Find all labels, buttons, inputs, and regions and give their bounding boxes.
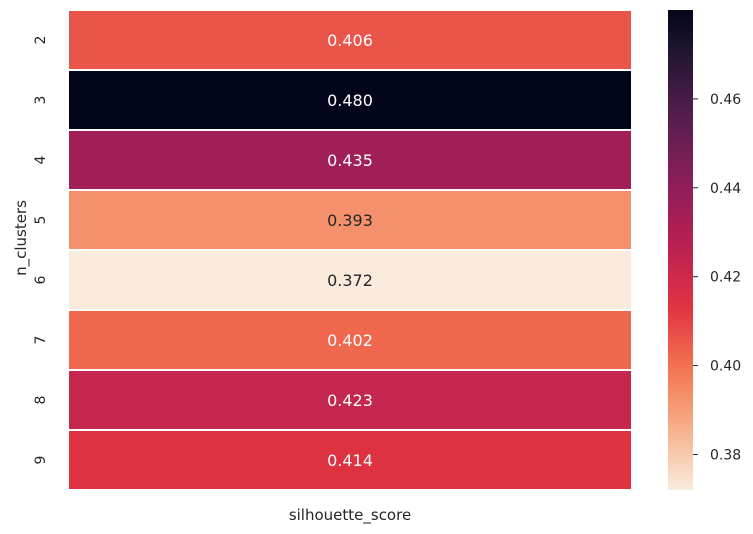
cell-value-label-7: 0.402 <box>327 331 373 350</box>
y-tick-label-4: 4 <box>33 155 49 164</box>
colorbar-tick-label: 0.40 <box>710 359 741 375</box>
y-axis-label: n_clusters <box>12 200 31 276</box>
heatmap-cell-2 <box>67 9 633 71</box>
colorbar <box>668 10 693 490</box>
y-tick-label-3: 3 <box>33 96 49 105</box>
y-tick-label-7: 7 <box>33 336 49 345</box>
heatmap-cell-4 <box>67 129 633 191</box>
cell-value-label-4: 0.435 <box>327 151 373 170</box>
cell-value-label-3: 0.480 <box>327 91 373 110</box>
colorbar-tick-label: 0.38 <box>710 447 741 463</box>
colorbar-tick-label: 0.44 <box>710 181 741 197</box>
colorbar-tick-label: 0.46 <box>710 92 741 108</box>
heatmap-cell-9 <box>67 429 633 491</box>
colorbar-tick-label: 0.42 <box>710 270 741 286</box>
heatmap-cell-7 <box>67 309 633 371</box>
cell-value-label-9: 0.414 <box>327 451 373 470</box>
y-tick-label-9: 9 <box>33 456 49 465</box>
heatmap-cell-labels: 0.406 0.480 0.435 0.393 0.372 0.402 0.423 0.414 <box>327 31 373 470</box>
colorbar-ticks: 0.38 0.40 0.42 0.44 0.46 <box>693 92 741 463</box>
y-tick-label-6: 6 <box>33 275 49 284</box>
heatmap-cell-5 <box>67 189 633 251</box>
y-tick-label-8: 8 <box>33 396 49 405</box>
heatmap-cells <box>67 9 633 491</box>
cell-value-label-6: 0.372 <box>327 271 373 290</box>
cell-value-label-2: 0.406 <box>327 31 373 50</box>
cell-value-label-8: 0.423 <box>327 391 373 410</box>
y-axis-tick-labels: 2 3 4 5 6 7 8 9 <box>33 36 49 465</box>
y-tick-label-2: 2 <box>33 36 49 45</box>
heatmap-cell-3 <box>67 69 633 131</box>
cell-value-label-5: 0.393 <box>327 211 373 230</box>
x-axis-label: silhouette_score <box>289 506 411 525</box>
y-tick-label-5: 5 <box>33 216 49 225</box>
